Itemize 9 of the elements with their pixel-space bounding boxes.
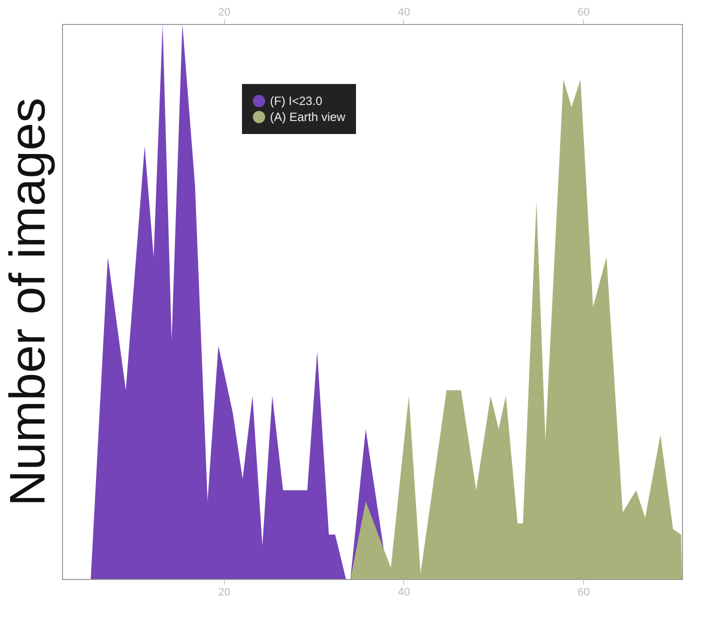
x-tick-label: 20 xyxy=(218,586,230,598)
legend-label: (A) Earth view xyxy=(270,110,346,124)
legend-label: (F) I<23.0 xyxy=(270,94,323,108)
x2-tick-label: 20 xyxy=(218,6,230,18)
x-tick-label: 40 xyxy=(398,586,410,598)
x2-tick-label: 40 xyxy=(398,6,410,18)
y-axis-title: Number of images xyxy=(0,98,56,506)
x2-tick-label: 60 xyxy=(578,6,590,18)
x-tick-label: 60 xyxy=(578,586,590,598)
